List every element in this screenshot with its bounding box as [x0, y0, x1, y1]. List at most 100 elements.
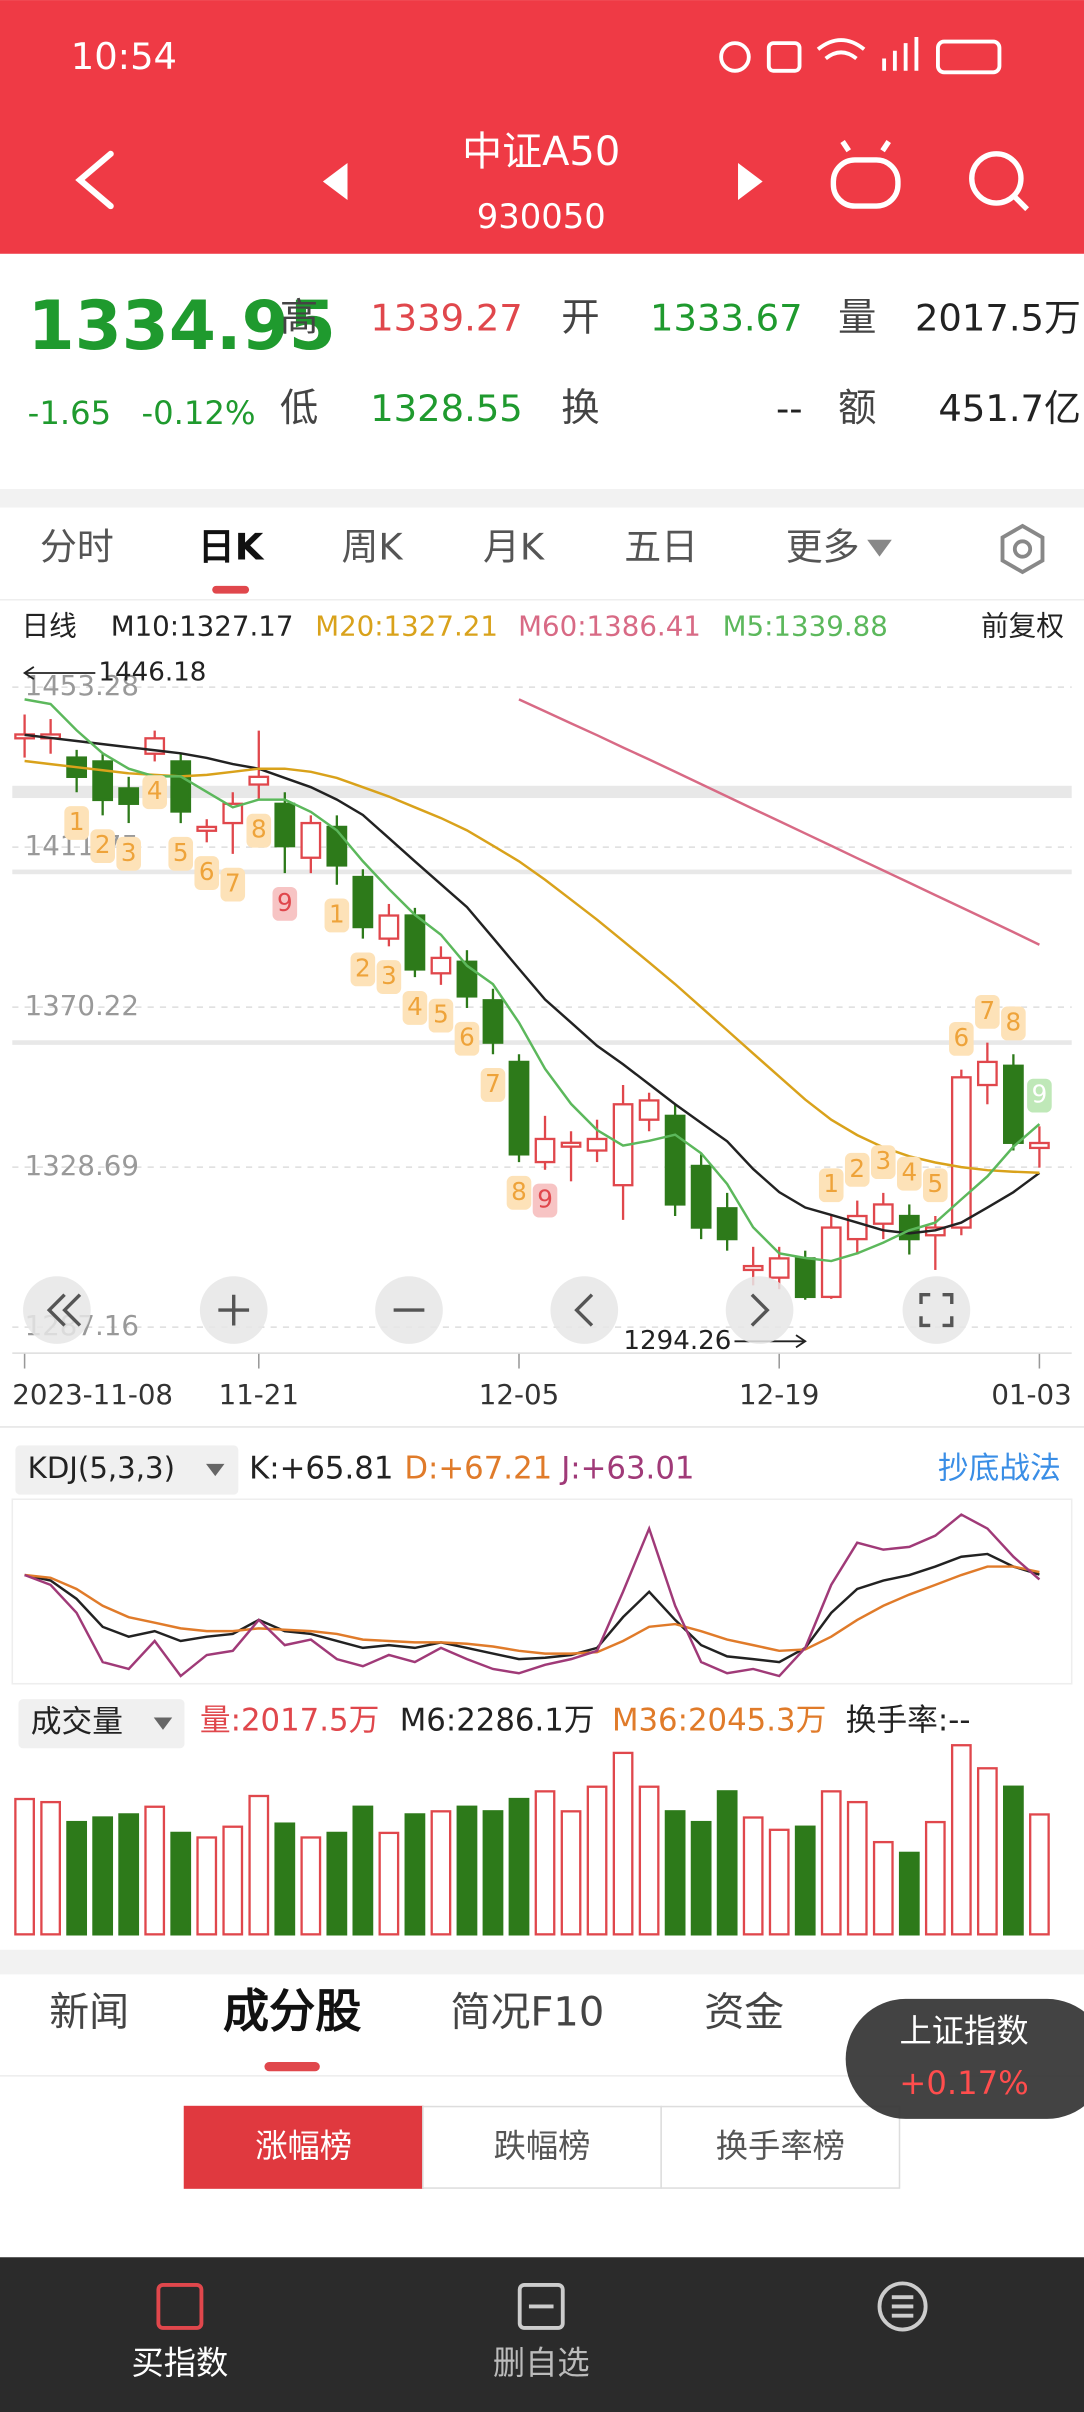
candle-body — [118, 787, 140, 805]
status-time: 10:54 — [71, 35, 177, 78]
alarm-icon — [719, 41, 751, 73]
robot-ears — [840, 140, 891, 153]
kdj-legend: J:+63.01 — [559, 1451, 694, 1487]
field-value: -- — [776, 387, 803, 430]
rank-tab[interactable]: 涨幅榜 — [255, 2127, 352, 2165]
separator — [0, 489, 1084, 508]
td-label: 7 — [225, 869, 241, 898]
chart-control[interactable] — [902, 1276, 971, 1344]
info-tab[interactable]: 简况F10 — [450, 1989, 604, 2035]
td-box — [116, 836, 141, 871]
field-value: 1328.55 — [370, 387, 523, 430]
candle-body — [534, 1137, 556, 1164]
marker-label: 1294.26 — [623, 1326, 731, 1356]
period-tab[interactable]: 周K — [342, 525, 404, 568]
separator — [0, 1949, 1084, 1975]
x-tick-label: 01-03 — [991, 1378, 1071, 1411]
td-box — [1001, 1006, 1026, 1041]
candle-body — [664, 1114, 686, 1206]
volume-bar — [14, 1797, 35, 1936]
period-tab[interactable]: 日K — [198, 525, 265, 568]
td-box — [923, 1168, 948, 1203]
chart-control[interactable] — [550, 1276, 619, 1344]
info-tab[interactable]: 成分股 — [223, 1984, 361, 2038]
info-tab[interactable]: 新闻 — [49, 1989, 129, 2035]
vibrate-icon — [766, 41, 802, 73]
nav-remove[interactable]: 删自选 — [493, 2344, 590, 2382]
marker-head — [22, 666, 35, 680]
chart-control[interactable] — [725, 1276, 794, 1344]
adjust-label[interactable]: 前复权 — [981, 609, 1064, 642]
kdj-frame — [11, 1498, 1073, 1685]
chart-control[interactable] — [23, 1276, 91, 1344]
nav-buy[interactable]: 买指数 — [131, 2344, 228, 2382]
menu-icon[interactable] — [877, 2281, 928, 2332]
volume-bar — [924, 1820, 946, 1936]
volume-bar — [404, 1813, 426, 1936]
candle-body — [404, 914, 426, 971]
rank-tab-bg[interactable] — [183, 2105, 424, 2189]
candle-body — [794, 1257, 816, 1299]
kdj-legend: D:+67.21 — [404, 1451, 552, 1487]
td-label: 5 — [173, 838, 189, 867]
kdj-chart — [24, 1513, 1041, 1678]
candle-body — [326, 825, 348, 867]
td-box — [142, 775, 168, 810]
candle-body — [170, 760, 192, 813]
rank-tab-bg[interactable] — [422, 2105, 662, 2189]
period-label: 日线 — [22, 609, 77, 642]
back-button[interactable] — [75, 150, 114, 210]
volume-bar — [716, 1790, 738, 1936]
ma-line — [24, 759, 1040, 1175]
td-label: 6 — [459, 1023, 475, 1052]
td-box — [402, 990, 428, 1025]
field-label: 额 — [838, 386, 876, 431]
kdj-link[interactable]: 抄底战法 — [938, 1451, 1061, 1487]
period-tab[interactable]: 月K — [483, 525, 545, 568]
robot-button[interactable] — [830, 140, 901, 209]
td-box — [168, 836, 194, 871]
tab-underline — [212, 585, 250, 594]
search-button[interactable] — [969, 151, 1030, 212]
td-box — [480, 1068, 506, 1102]
td-box — [64, 806, 89, 840]
volume-bar — [976, 1767, 998, 1936]
x-tick-label: 12-19 — [739, 1378, 819, 1411]
kdj-selector[interactable] — [15, 1445, 239, 1495]
volume-bar — [872, 1840, 894, 1936]
candle-body — [950, 1076, 972, 1229]
rank-tab-bg[interactable] — [660, 2105, 901, 2189]
x-tick-label: 11-21 — [219, 1378, 299, 1411]
control-icon — [919, 1293, 954, 1328]
volume-bar — [534, 1790, 556, 1936]
settings-button[interactable] — [1000, 523, 1045, 575]
x-tick-label: 2023-11-08 — [12, 1378, 173, 1411]
volume-selector[interactable] — [18, 1699, 185, 1749]
volume-bar — [274, 1822, 296, 1936]
marker-head — [795, 1334, 807, 1349]
candle-body — [92, 760, 114, 802]
rank-tab[interactable]: 换手率榜 — [716, 2127, 845, 2165]
buy-icon — [156, 2283, 204, 2330]
period-tab[interactable]: 更多 — [786, 525, 860, 568]
td-label: 1 — [823, 1169, 839, 1198]
volume-bar — [144, 1805, 166, 1936]
kdj-line — [24, 1565, 1040, 1655]
td-box — [350, 952, 376, 987]
next-button[interactable] — [738, 163, 763, 200]
volume-bar — [768, 1828, 790, 1936]
period-tab[interactable]: 五日 — [624, 525, 698, 568]
candle-body — [274, 802, 296, 848]
td-box — [272, 886, 298, 921]
rank-tab[interactable]: 跌幅榜 — [494, 2127, 591, 2165]
info-tab[interactable]: 资金 — [704, 1989, 784, 2035]
prev-button[interactable] — [322, 163, 348, 200]
volume-bar — [560, 1810, 582, 1936]
td-box — [324, 898, 350, 933]
candle-body — [352, 875, 374, 929]
volume-arrow — [153, 1717, 173, 1730]
ma-line — [24, 733, 1041, 1235]
period-tab[interactable]: 分时 — [40, 525, 114, 568]
badge[interactable] — [845, 1998, 1084, 2119]
